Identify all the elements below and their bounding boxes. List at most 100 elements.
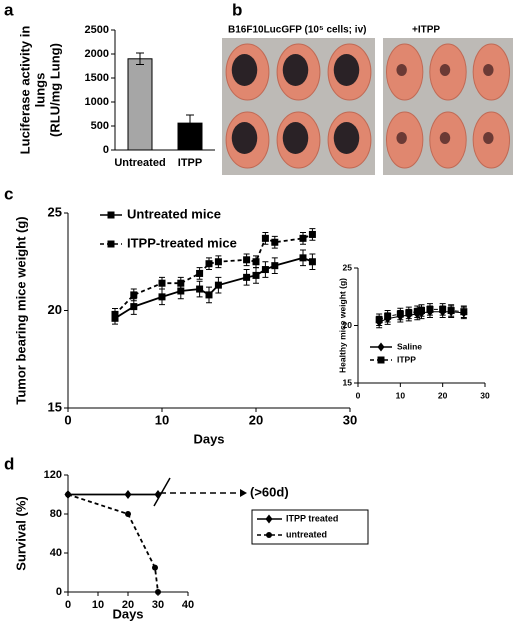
series-line: [67, 493, 159, 593]
y-axis-label: Survival (%): [13, 496, 28, 570]
marker: [125, 511, 131, 517]
marker: [426, 305, 434, 313]
y-axis-label: (RLU/mg Lung): [47, 43, 62, 137]
marker: [447, 307, 455, 315]
marker: [158, 293, 166, 301]
marker: [177, 287, 185, 295]
x-tick-label: 20: [122, 599, 134, 611]
panel-label: d: [4, 454, 14, 473]
marker: [196, 285, 204, 293]
x-tick-label: 10: [92, 599, 104, 611]
annotation: (>60d): [250, 484, 289, 499]
y-tick-label: 0: [56, 586, 62, 598]
y-tick-label: 1500: [85, 72, 109, 84]
photo-caption: +ITPP: [412, 25, 440, 36]
tumor: [483, 132, 494, 144]
x-tick-label: 0: [64, 412, 71, 427]
tumor: [231, 122, 258, 154]
panel-label: c: [4, 184, 13, 203]
y-tick-label: 15: [343, 377, 353, 387]
tumor: [396, 64, 407, 76]
y-axis-label: Luciferase activity in: [17, 26, 32, 155]
marker: [152, 564, 158, 571]
marker: [124, 490, 132, 499]
marker: [418, 307, 425, 315]
x-tick-label: 10: [396, 390, 406, 400]
marker: [396, 310, 404, 318]
marker: [308, 230, 316, 238]
marker: [299, 254, 307, 262]
marker: [308, 258, 316, 266]
x-tick-label: 0: [65, 599, 71, 611]
marker: [405, 309, 413, 317]
x-tick-label: 20: [438, 390, 448, 400]
marker: [158, 279, 166, 287]
marker: [377, 342, 385, 352]
marker: [243, 256, 251, 264]
error-bar: [136, 52, 144, 66]
legend-box: [251, 509, 369, 545]
marker: [261, 266, 269, 274]
tumor: [231, 54, 258, 86]
x-tick-label: ITPP: [178, 157, 202, 169]
legend-label: untreated: [286, 529, 327, 539]
y-tick-label: 20: [343, 320, 353, 330]
marker: [111, 310, 119, 318]
marker: [205, 291, 213, 299]
marker: [377, 356, 385, 364]
tumor: [282, 54, 309, 86]
panel-label: b: [232, 0, 242, 19]
y-tick-label: 2000: [85, 48, 109, 60]
legend-label: Saline: [397, 341, 422, 351]
tumor: [439, 64, 451, 76]
y-tick-label: 500: [91, 120, 109, 132]
break-mark: [153, 477, 171, 507]
marker: [460, 308, 468, 316]
y-axis-label: lungs: [32, 73, 47, 108]
marker: [107, 240, 115, 248]
marker: [130, 291, 138, 299]
legend-label: Untreated mice: [127, 206, 221, 221]
marker: [214, 281, 222, 289]
y-tick-label: 20: [48, 302, 62, 317]
y-tick-label: 0: [103, 144, 109, 156]
marker: [214, 258, 222, 266]
y-tick-label: 25: [48, 204, 62, 219]
x-tick-label: 30: [152, 599, 164, 611]
marker: [177, 279, 185, 287]
y-tick-label: 15: [48, 399, 62, 414]
y-tick-label: 40: [50, 547, 62, 559]
y-axis-label: Healthy mice weight (g): [337, 278, 347, 373]
y-axis-label: Tumor bearing mice weight (g): [13, 216, 28, 404]
marker: [439, 305, 447, 313]
tumor: [333, 54, 360, 86]
arrow-head: [240, 489, 247, 497]
series-line: [114, 256, 313, 320]
tumor: [483, 64, 494, 76]
x-tick-label: Untreated: [114, 157, 165, 169]
bar: [127, 58, 153, 151]
x-tick-label: 20: [249, 412, 263, 427]
tumor: [396, 132, 407, 144]
series-line: [378, 308, 464, 321]
legend-label: ITPP-treated mice: [127, 235, 237, 250]
marker: [252, 271, 260, 279]
y-tick-label: 120: [44, 469, 62, 481]
x-tick-label: 40: [182, 599, 194, 611]
marker: [155, 589, 161, 595]
y-tick-label: 2500: [85, 24, 109, 36]
marker: [271, 238, 279, 246]
marker: [130, 303, 138, 311]
marker: [384, 312, 392, 320]
marker: [375, 316, 383, 324]
photo-caption: B16F10LucGFP (10⁵ cells; iv): [228, 25, 366, 36]
marker: [196, 269, 204, 277]
marker: [271, 262, 279, 270]
marker: [299, 234, 307, 242]
panel-label: a: [4, 0, 14, 19]
marker: [265, 514, 273, 524]
marker: [205, 260, 213, 268]
x-axis-label: Days: [112, 606, 143, 621]
marker: [252, 258, 260, 266]
